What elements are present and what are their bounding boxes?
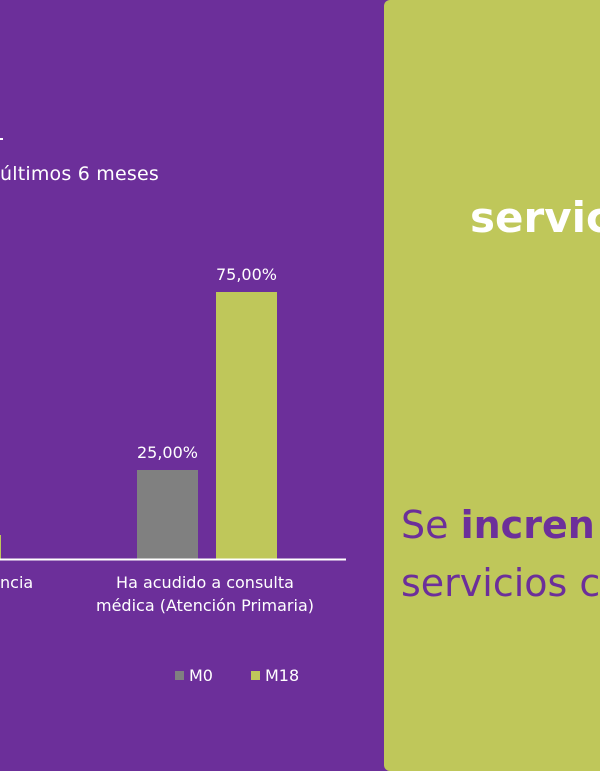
legend-label-m18: M18 [264,666,300,685]
chart-panel: últimos 6 meses 25,00% 75,00% ncia Ha acu… [0,138,346,685]
legend-label-m0: M0 [189,666,213,685]
category-label-partial: ncia [0,573,34,592]
bar-m0-cat1 [137,470,198,559]
legend-swatch-m0 [175,671,184,680]
conclusion-text: Se incren servicios c [401,496,600,612]
chart-legend: M0 M18 [175,666,337,685]
conclusion-line-1: Se incren [401,503,595,547]
chart-subtitle: últimos 6 meses [0,163,159,185]
category-label-atencion-primaria: Ha acudido a consulta médica (Atención P… [96,573,314,615]
conclusion-panel: servic Se incren servicios c [384,0,600,771]
bar-m18-cat1 [216,292,277,559]
bar-partial-m18 [0,535,1,559]
data-label-m18-cat1: 75,00% [216,265,277,284]
legend-item-m0: M0 [175,666,213,685]
legend-item-m18: M18 [250,666,300,685]
conclusion-title: servic [470,193,600,242]
bar-chart: 25,00% 75,00% [0,265,346,561]
data-label-m0-cat1: 25,00% [137,443,198,462]
legend-swatch-m18 [250,671,260,680]
conclusion-line-2: servicios c [401,561,600,605]
title-fragment-mark [0,138,3,140]
